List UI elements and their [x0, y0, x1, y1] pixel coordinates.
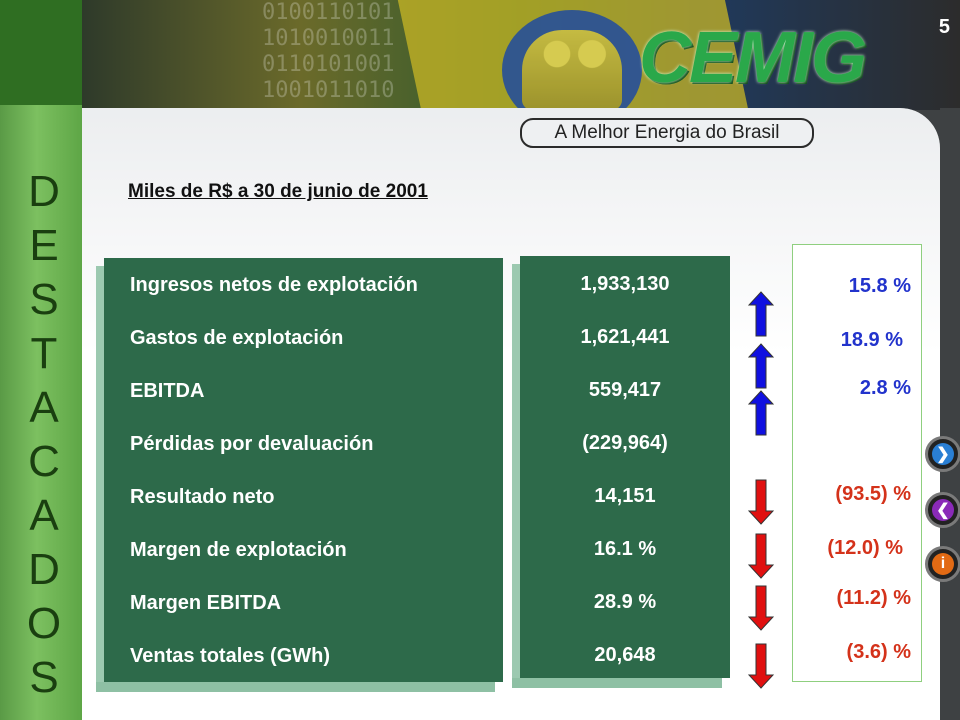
side-word-letter: O — [26, 599, 62, 648]
row-label: Gastos de explotación — [130, 327, 344, 349]
side-word-letter: S — [29, 653, 59, 702]
row-value: 14,151 — [594, 485, 656, 507]
row-change: (93.5) % — [835, 483, 911, 505]
side-word-letter: A — [29, 383, 59, 432]
row-label: Resultado neto — [130, 486, 275, 508]
row-label: Pérdidas por devaluación — [130, 433, 374, 455]
row-change: 15.8 % — [848, 275, 911, 297]
binary-decoration: 0100110101 1010010011 0110101001 1001011… — [262, 0, 395, 103]
row-value: 28.9 % — [593, 591, 657, 613]
row-value: 1,933,130 — [580, 273, 670, 295]
side-word-letter: D — [28, 545, 60, 594]
row-value: 559,417 — [588, 379, 662, 401]
header-banner: 0100110101 1010010011 0110101001 1001011… — [82, 0, 960, 110]
arrow-up-icon — [748, 390, 774, 436]
labels-box-face: Ingresos netos de explotación Gastos de … — [104, 258, 503, 682]
logo-text: CEMIG — [638, 17, 867, 98]
row-value: 16.1 % — [593, 538, 657, 560]
labels-box-bottom — [96, 682, 495, 692]
arrow-down-icon — [748, 479, 774, 525]
row-value: 20,648 — [594, 644, 656, 666]
row-label: Margen EBITDA — [130, 592, 282, 614]
row-change: 2.8 % — [859, 377, 911, 399]
row-value: (229,964) — [582, 432, 668, 454]
row-value: 1,621,441 — [580, 326, 670, 348]
info-button[interactable]: i — [925, 546, 960, 582]
row-label: EBITDA — [130, 380, 205, 402]
changes-box: 15.8 % 18.9 % 2.8 % (93.5) % (12.0) % (1… — [792, 244, 922, 682]
values-box: 1,933,130 1,621,441 559,417 (229,964) 14… — [512, 256, 730, 688]
previous-slide-button[interactable]: ❮ — [925, 492, 960, 528]
slide-subtitle: Miles de R$ a 30 de junio de 2001 — [128, 181, 428, 202]
next-slide-button[interactable]: ❯ — [925, 436, 960, 472]
side-word-letter: E — [29, 221, 59, 270]
side-word-letter: T — [30, 329, 58, 378]
row-label: Margen de explotación — [130, 539, 347, 561]
arrow-down-icon — [748, 533, 774, 579]
arrow-down-icon — [748, 643, 774, 689]
row-label: Ingresos netos de explotación — [130, 274, 418, 296]
side-bar-top-block — [0, 0, 82, 105]
row-label: Ventas totales (GWh) — [130, 645, 331, 667]
cemig-logo: CEMIG — [602, 18, 902, 98]
side-word-letter: C — [28, 437, 60, 486]
values-box-face — [520, 256, 730, 678]
arrow-up-icon — [748, 291, 774, 337]
values-box-depth — [512, 264, 520, 688]
page-number: 5 — [938, 16, 950, 38]
side-word-letter: D — [28, 167, 60, 216]
row-change: (12.0) % — [827, 537, 903, 559]
arrow-up-icon — [748, 343, 774, 389]
side-word-letter: S — [29, 275, 59, 324]
chevron-right-icon: ❯ — [932, 443, 954, 465]
labels-box: Ingresos netos de explotación Gastos de … — [96, 258, 503, 692]
labels-box-depth — [96, 266, 104, 692]
side-word-letter: A — [29, 491, 59, 540]
row-change: (11.2) % — [836, 587, 911, 609]
workers-photo — [522, 30, 622, 110]
arrow-down-icon — [748, 585, 774, 631]
row-change: (3.6) % — [846, 641, 911, 663]
values-box-bottom — [512, 678, 722, 688]
row-change: 18.9 % — [840, 329, 903, 351]
right-strip — [940, 108, 960, 720]
slogan-pill: A Melhor Energia do Brasil — [520, 118, 814, 148]
chevron-left-icon: ❮ — [932, 499, 954, 521]
info-icon: i — [932, 553, 954, 575]
